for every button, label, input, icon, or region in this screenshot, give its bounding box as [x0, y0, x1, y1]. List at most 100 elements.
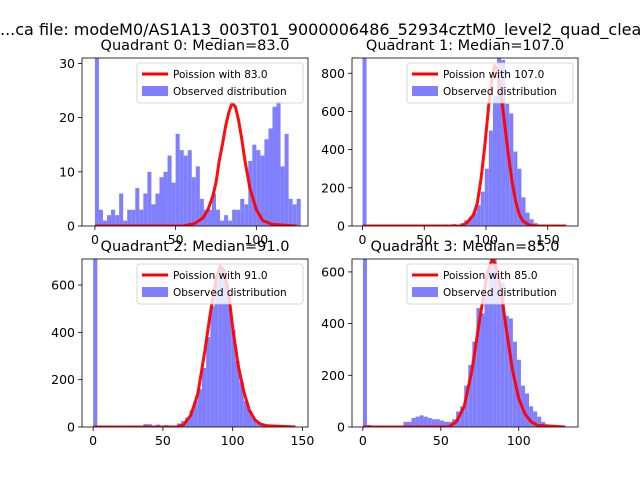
subplot-0: 0 50 100 0 10 20 30 Quadrant 0: Median=83.0 Pois…: [59, 38, 309, 247]
subplot-0-hist-bar: [228, 220, 233, 226]
subplot-2-hist-bar: [235, 360, 240, 427]
subplot-0-hist-bar: [288, 198, 293, 226]
subplot-0-hist-bar: [264, 139, 269, 226]
subplot-3-legend-fit-label: Poission with 85.0: [443, 270, 538, 282]
subplot-0-legend-box: [136, 62, 304, 104]
subplot-2-legend-observed-swatch: [142, 287, 168, 297]
subplot-2-hist-bar: [243, 400, 249, 427]
subplot-2-frame: [81, 258, 309, 428]
subplot-0-hist-bar: [244, 204, 249, 226]
figure-suptitle: ...ca file: modeM0/AS1A13_003T01_9000006…: [0, 20, 640, 39]
subplot-0-hist-bar: [94, 58, 99, 226]
subplot-0-xtick-label: 50: [168, 232, 184, 247]
subplot-2-hist-bar: [256, 422, 261, 427]
subplot-0-ytick-label: 0: [67, 219, 75, 234]
subplot-3-hist-bar: [435, 419, 440, 427]
subplot-1-hist-bar: [476, 205, 481, 226]
subplot-2-hist-bar: [206, 337, 211, 427]
subplot-0-ytick-label: 30: [59, 56, 75, 71]
subplot-1-frame: [351, 57, 579, 227]
subplot-1-hist-bar: [501, 59, 506, 226]
subplot-3-hist-bar: [472, 341, 477, 427]
subplot-1-ytick-label: 800: [321, 66, 345, 81]
subplot-3-hist-bar: [500, 282, 505, 427]
subplot-3-title: Quadrant 3: Median=85.0: [371, 239, 560, 255]
subplot-3-legend-observed-label: Observed distribution: [443, 287, 557, 299]
subplot-3-hist-bar: [439, 420, 444, 427]
subplot-0-hist-bar: [280, 166, 285, 226]
subplot-0-hist-bar: [139, 209, 144, 226]
subplot-1-hist-bar: [480, 191, 485, 226]
subplot-0-hist-bar: [292, 204, 297, 226]
subplot-2-hist-bar: [248, 410, 253, 427]
subplot-2-hist-bar: [201, 367, 207, 427]
subplot-2-hist-bar: [227, 294, 232, 427]
subplot-2-hist-bar: [218, 266, 223, 427]
subplot-0-hist-bar: [195, 166, 200, 226]
subplot-3-hist-bar: [362, 259, 367, 427]
subplot-3-legend-observed-swatch: [412, 287, 438, 297]
subplot-3-hist-bar: [488, 266, 493, 427]
subplot-0-hist-bar: [256, 150, 261, 226]
subplot-3-hist-bar: [419, 415, 424, 427]
subplot-3-hist-bar: [476, 308, 481, 427]
subplot-0-hist-bar: [203, 209, 208, 226]
subplot-2-ytick-label: 400: [51, 325, 75, 340]
subplot-1-plot-area: [362, 58, 567, 226]
subplot-3-hist-bar: [496, 277, 501, 427]
subplot-0-hist-bar: [191, 177, 196, 226]
subplot-2-ytick-label: 600: [51, 278, 75, 293]
subplot-1-legend-observed-label: Observed distribution: [443, 86, 557, 98]
subplot-0-hist-bar: [179, 150, 184, 226]
subplot-3-legend-box: [406, 263, 574, 305]
subplot-2-hist-bar: [252, 418, 257, 427]
subplot-0-hist-bar: [167, 155, 172, 226]
subplot-1-xtick-label: 100: [474, 232, 498, 247]
subplot-0-hist-bar: [183, 155, 188, 226]
subplot-1-hist-bar: [472, 212, 477, 226]
subplot-3-hist-bar: [525, 393, 530, 427]
subplot-3-legend: Poission with 85.0 Observed distribution: [406, 263, 574, 305]
subplot-0-title: Quadrant 0: Median=83.0: [101, 38, 290, 54]
subplot-0-hist-bar: [131, 209, 136, 226]
subplot-2-hist-bar: [214, 275, 219, 427]
subplot-3-hist-bar: [427, 417, 432, 427]
subplot-0-hist-bar: [111, 209, 116, 226]
subplot-1-xtick-label: 0: [359, 232, 367, 247]
subplot-1-legend-box: [406, 62, 574, 104]
subplot-1-hist-bar: [496, 58, 502, 226]
subplot-1-ytick-label: 400: [321, 142, 345, 157]
subplot-3-ytick-label: 600: [321, 264, 345, 279]
subplot-2-hist-bar: [93, 259, 98, 427]
subplot-1-hist-bar: [505, 103, 510, 226]
subplot-0-hist-bar: [211, 193, 216, 226]
subplot-0-hist-bar: [187, 150, 192, 226]
subplot-2-hist-bar: [189, 410, 194, 427]
subplot-2-hist-bar: [193, 400, 198, 427]
subplot-3-xtick-label: 100: [507, 433, 531, 448]
subplot-0-legend-fit-label: Poission with 83.0: [173, 69, 268, 81]
subplot-0-hist-bar: [224, 215, 229, 226]
subplot-0-xtick-label: 0: [91, 232, 99, 247]
subplot-1-hist-bar: [517, 168, 522, 226]
subplot-2-legend-observed-label: Observed distribution: [173, 287, 287, 299]
subplot-3-hist-bar: [480, 313, 485, 427]
subplot-3-hist-bar: [407, 421, 412, 427]
subplot-2-hist-bar: [231, 329, 236, 427]
subplot-1-hist-bar: [468, 217, 473, 226]
subplot-0-hist-bar: [252, 144, 257, 226]
subplot-0-xtick-label: 100: [244, 232, 268, 247]
subplot-1-hist-bar: [529, 219, 534, 226]
subplot-3-hist-bar: [403, 421, 408, 427]
subplot-1-legend-observed-swatch: [412, 86, 438, 96]
subplot-0-hist-bar: [171, 182, 176, 226]
subplot-2-xtick-label: 150: [290, 433, 314, 448]
subplot-3-hist-bar: [464, 385, 469, 427]
subplot-0-hist-bar: [159, 177, 164, 226]
subplot-3-hist-bar: [508, 318, 513, 427]
subplot-1-legend-fit-label: Poission with 107.0: [443, 69, 544, 81]
subplot-1-hist-bar: [492, 96, 497, 226]
subplot-2-hist-bar: [210, 306, 215, 427]
subplot-0-legend-observed-swatch: [142, 86, 168, 96]
